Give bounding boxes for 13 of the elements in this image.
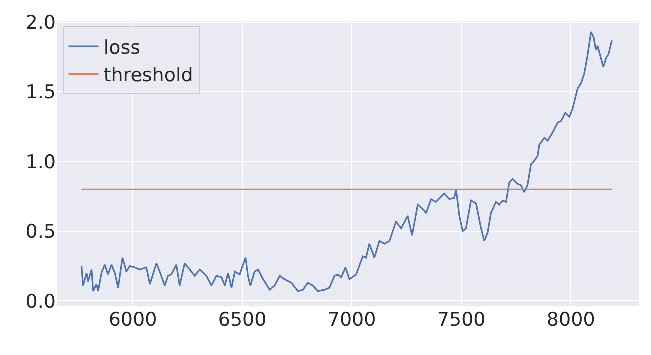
y-tick-label: 0.5: [26, 221, 56, 244]
legend-label: threshold: [104, 64, 194, 87]
x-tick-label: 6500: [218, 309, 267, 331]
y-tick-label: 1.5: [26, 82, 56, 104]
legend-label: loss: [104, 36, 141, 59]
y-tick-label: 2.0: [26, 12, 56, 34]
x-tick-label: 8000: [546, 309, 596, 331]
x-tick-label: 7000: [328, 309, 376, 331]
y-tick-label: 0.0: [26, 290, 56, 313]
x-tick-label: 7500: [437, 309, 486, 331]
line-series: [80, 31, 613, 292]
x-tick-label: 6000: [108, 309, 158, 331]
y-tick-label: 1.0: [26, 151, 56, 174]
